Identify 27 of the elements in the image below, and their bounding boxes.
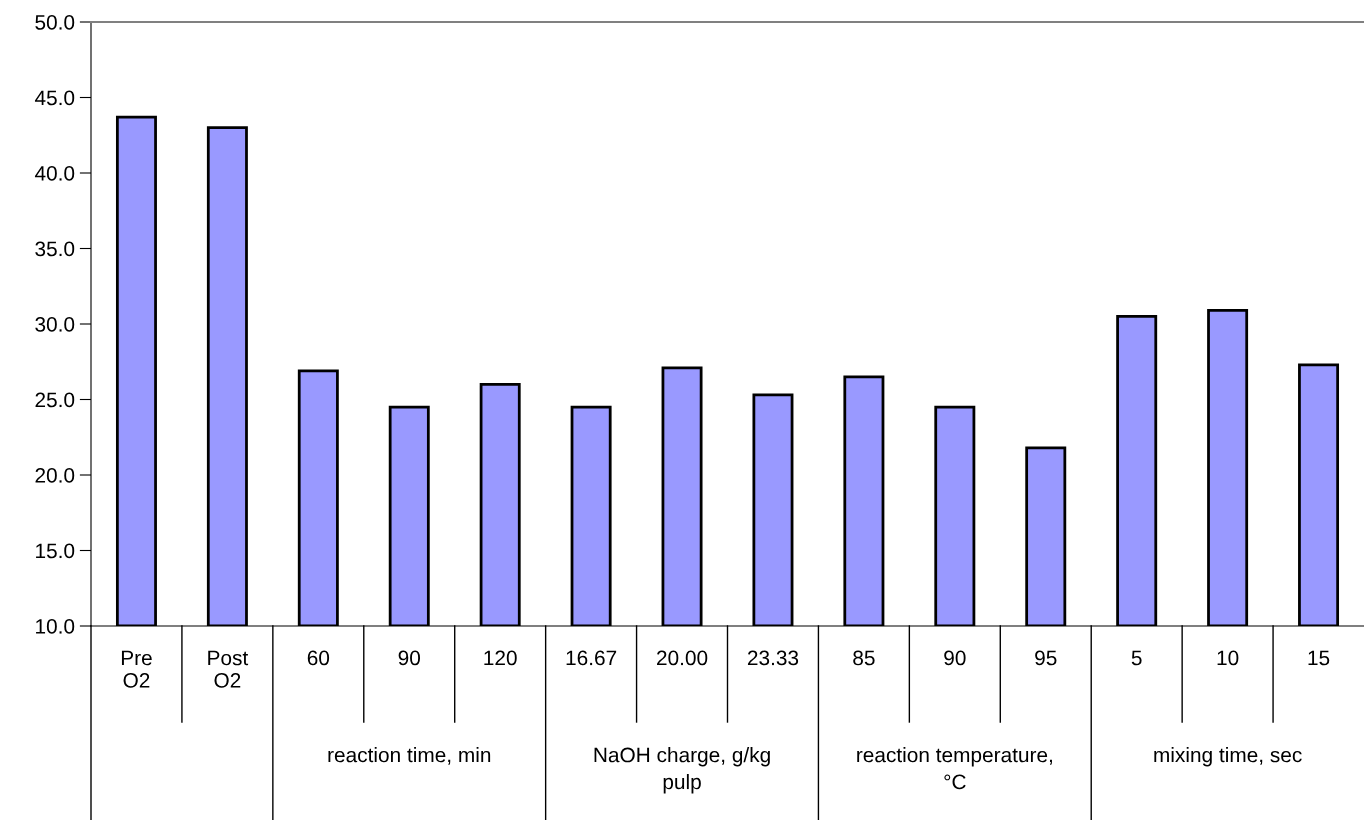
x-tick-label: 90 [944, 650, 966, 666]
x-tick-label: Pre O2 [121, 650, 152, 688]
y-tick-label: 10.0 [36, 619, 75, 634]
x-tick-label: 16.67 [566, 650, 617, 666]
x-tick-label: 15 [1308, 650, 1330, 666]
x-tick-label: 120 [484, 650, 517, 666]
y-tick-label: 45.0 [34, 90, 75, 106]
y-tick-label: 50.0 [35, 15, 75, 30]
y-tick-label: 30.0 [35, 317, 75, 332]
x-tick-label: 23.33 [747, 650, 799, 666]
x-tick-label: 95 [1035, 650, 1057, 666]
x-tick-label: 90 [398, 650, 421, 666]
text: reaction time, min [328, 747, 491, 765]
text: mixing time, sec [1154, 747, 1302, 767]
x-tick-label: 60 [307, 650, 330, 666]
y-tick-label: 15.0 [36, 543, 75, 559]
text: reaction temperature, °C [857, 747, 1052, 790]
y-tick-label: 40.0 [34, 166, 75, 181]
x-tick-label: 5 [1131, 650, 1142, 666]
x-tick-label: Post O2 [208, 650, 249, 688]
x-tick-label: 20.00 [657, 650, 708, 666]
y-tick-label: 35.0 [35, 241, 75, 257]
x-tick-label: 10 [1217, 650, 1239, 666]
y-tick-label: 25.0 [35, 392, 75, 408]
text: NaOH charge, g/kg pulp [594, 747, 770, 794]
x-tick-label: 85 [853, 650, 875, 666]
y-tick-label: 20.0 [35, 468, 75, 483]
